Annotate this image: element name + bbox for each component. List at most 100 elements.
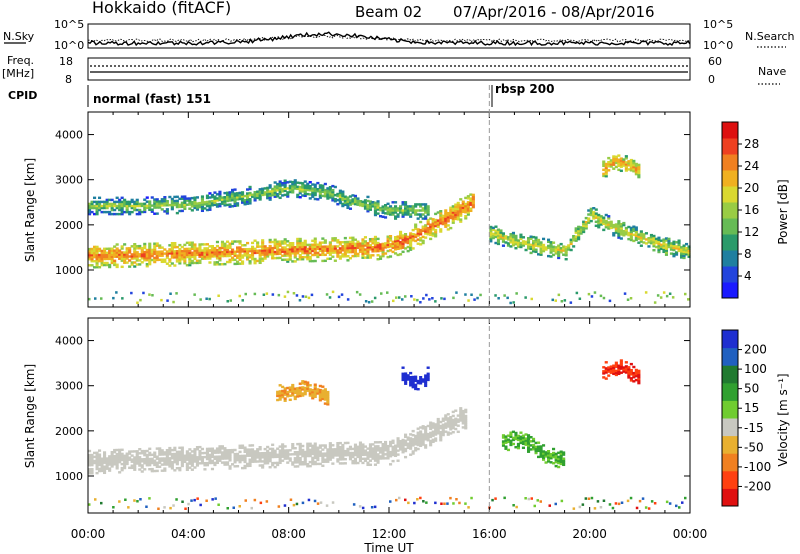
data-cell [434, 439, 438, 442]
data-cell [220, 451, 225, 454]
data-cell [223, 453, 227, 456]
data-cell [396, 453, 400, 456]
data-cell [153, 198, 157, 201]
data-cell [296, 185, 300, 189]
data-cell [175, 195, 179, 199]
data-cell [554, 458, 558, 462]
data-cell [441, 216, 445, 220]
data-cell [316, 255, 320, 259]
data-cell [233, 457, 237, 460]
data-cell [323, 392, 327, 395]
data-cell [373, 248, 378, 251]
data-cell [253, 454, 257, 457]
data-cell [277, 505, 281, 508]
data-cell [308, 452, 312, 456]
data-cell [341, 249, 345, 252]
data-cell [273, 252, 277, 256]
data-cell [125, 208, 129, 212]
data-cell [188, 452, 192, 455]
data-cell [404, 211, 408, 214]
data-cell [238, 444, 242, 448]
data-cell [100, 457, 104, 460]
data-cell [532, 244, 536, 247]
data-cell [193, 448, 197, 451]
colorbar-segment [722, 347, 738, 366]
data-cell [243, 252, 247, 255]
data-cell [150, 210, 154, 213]
data-cell [163, 198, 167, 201]
data-cell [373, 505, 377, 509]
data-cell [296, 461, 300, 464]
data-cell [283, 254, 287, 257]
data-cell [411, 205, 415, 208]
data-cell [499, 231, 503, 234]
data-cell [436, 428, 440, 431]
data-cell [293, 465, 297, 468]
data-cell [158, 204, 162, 207]
data-cell [205, 200, 210, 204]
data-cell [642, 235, 646, 238]
data-cell [273, 193, 277, 196]
data-cell [424, 444, 428, 447]
data-cell [426, 211, 430, 214]
data-cell [110, 198, 114, 202]
data-cell [120, 210, 124, 214]
data-cell [461, 409, 465, 413]
data-cell [301, 382, 305, 385]
data-cell [118, 198, 122, 202]
data-cell [180, 201, 184, 205]
data-cell [258, 245, 262, 248]
data-cell [687, 251, 691, 254]
data-cell [138, 263, 142, 266]
data-cell [352, 503, 356, 506]
data-cell [243, 458, 247, 462]
data-cell [318, 249, 322, 253]
data-cell [251, 247, 255, 251]
data-cell [434, 224, 438, 228]
data-cell [115, 212, 119, 216]
data-cell [276, 193, 280, 196]
data-cell [371, 205, 375, 208]
data-cell [168, 457, 172, 460]
data-cell [160, 258, 164, 261]
data-cell [612, 155, 616, 158]
data-cell [386, 451, 390, 454]
data-cell [527, 239, 531, 242]
data-cell [180, 450, 184, 453]
data-cell [602, 220, 606, 224]
data-cell [346, 453, 350, 457]
data-cell [411, 434, 415, 437]
data-cell [236, 248, 240, 251]
data-cell [238, 456, 242, 460]
data-cell [205, 208, 210, 212]
data-cell [444, 213, 448, 216]
data-cell [677, 247, 681, 251]
data-cell [376, 459, 380, 462]
data-cell [416, 232, 420, 235]
data-cell [220, 250, 225, 254]
data-cell [268, 247, 272, 250]
data-cell [414, 436, 418, 440]
data-cell [506, 242, 511, 245]
data-cell [308, 394, 312, 397]
data-cell [128, 259, 132, 262]
data-cell [190, 203, 194, 206]
data-cell [175, 205, 179, 209]
data-cell [424, 226, 428, 229]
data-cell [471, 205, 475, 209]
data-cell [379, 208, 383, 212]
data-cell [198, 203, 202, 207]
data-cell [236, 254, 240, 257]
data-cell [331, 501, 335, 504]
data-cell [443, 502, 446, 505]
data-cell [439, 214, 443, 217]
data-cell [223, 457, 227, 460]
data-cell [303, 386, 307, 390]
data-cell [153, 244, 157, 247]
data-cell [301, 463, 305, 466]
data-cell [361, 246, 365, 249]
data-cell [271, 252, 275, 256]
data-cell [451, 209, 455, 212]
data-cell [190, 462, 194, 465]
